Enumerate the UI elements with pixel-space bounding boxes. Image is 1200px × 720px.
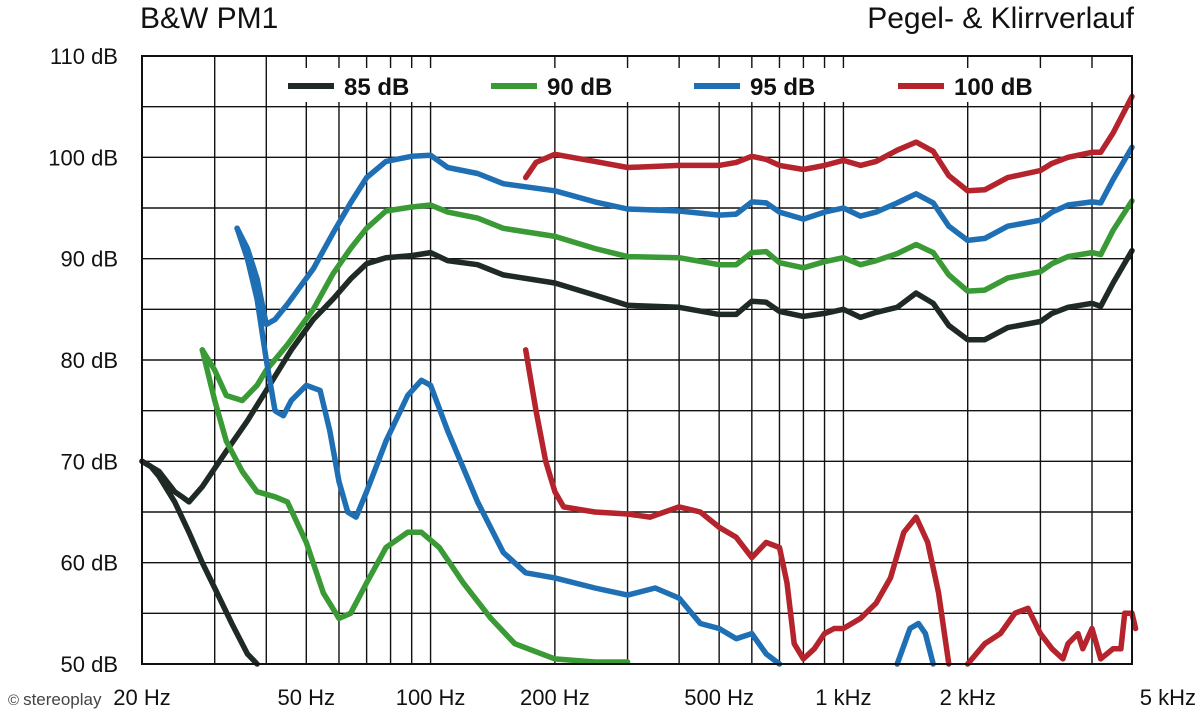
watermark-text: stereoplay: [23, 690, 102, 709]
legend-label: 100 dB: [954, 74, 1033, 101]
y-tick-label: 110 dB: [50, 44, 118, 69]
series-1: [139, 247, 1135, 667]
y-axis-ticks: 50 dB 60 dB 70 dB 80 dB 90 dB 100 dB 110 dB: [48, 44, 118, 677]
x-tick-label: 1 kHz: [815, 685, 871, 710]
legend-label: 85 dB: [344, 74, 409, 101]
x-tick-label: 20 Hz: [113, 685, 170, 710]
plot-frame: [141, 55, 1133, 665]
series-line-response: [234, 144, 1135, 328]
series-line-distortion-2: [894, 620, 936, 667]
x-axis-ticks: 20 Hz 50 Hz 100 Hz 200 Hz 500 Hz 1 kHz 2 kHz 5 …: [113, 685, 1196, 710]
y-tick-label: 100 dB: [48, 145, 118, 170]
series-line-response: [139, 247, 1135, 505]
y-tick-label: 90 dB: [61, 247, 119, 272]
series-line-response: [199, 198, 1135, 404]
series-line-distortion: [234, 225, 783, 667]
x-tick-label: 50 Hz: [278, 685, 335, 710]
watermark: © stereoplay: [8, 690, 102, 710]
x-tick-label: 500 Hz: [684, 685, 754, 710]
grid: [142, 56, 1132, 664]
y-tick-label: 50 dB: [61, 652, 119, 677]
x-tick-label: 200 Hz: [520, 685, 590, 710]
series-3: [234, 144, 1135, 667]
series-line-distortion: [199, 347, 631, 665]
plot-border: [141, 55, 1133, 665]
legend-background: [272, 68, 1094, 102]
y-tick-label: 70 dB: [61, 449, 119, 474]
legend: 85 dB 90 dB 95 dB 100 dB: [272, 68, 1094, 102]
x-tick-label: 2 kHz: [940, 685, 996, 710]
series-line-distortion: [139, 458, 260, 667]
series-layer: [139, 93, 1139, 667]
series-2: [199, 198, 1135, 665]
legend-label: 90 dB: [547, 74, 612, 101]
chart-subtitle: Pegel- & Klirrverlauf: [867, 2, 1134, 35]
series-4: [522, 93, 1139, 667]
series-line-distortion: [522, 347, 952, 667]
copyright-icon: ©: [8, 691, 20, 709]
series-line-distortion-2: [964, 605, 1139, 667]
y-tick-label: 60 dB: [61, 551, 119, 576]
y-tick-label: 80 dB: [61, 348, 119, 373]
chart-title: B&W PM1: [140, 2, 279, 35]
x-tick-label: 100 Hz: [396, 685, 466, 710]
legend-label: 95 dB: [750, 74, 815, 101]
series-line-response: [522, 93, 1135, 194]
x-tick-label: 5 kHz: [1140, 685, 1196, 710]
